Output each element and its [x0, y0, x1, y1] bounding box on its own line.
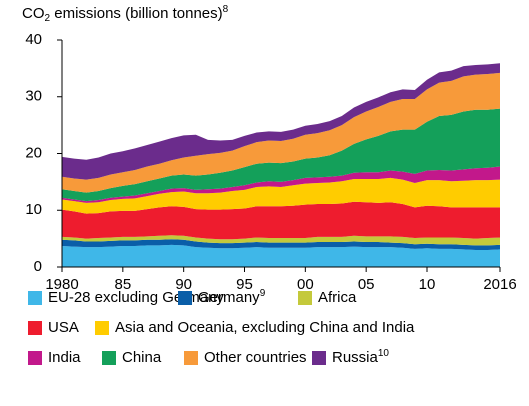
x-tick-label: 00 — [297, 276, 314, 293]
legend-label: Other countries — [204, 349, 307, 366]
area — [62, 244, 500, 267]
x-tick-label: 95 — [236, 276, 253, 293]
legend-name: India — [48, 349, 81, 366]
legend-swatch — [95, 321, 109, 335]
area — [62, 239, 500, 250]
area — [62, 166, 500, 203]
legend-swatch — [178, 291, 192, 305]
legend-sup: 9 — [260, 288, 266, 299]
x-tick-label: 2016 — [483, 276, 516, 293]
legend-name: Asia and Oceania, excluding China and In… — [115, 319, 415, 336]
area — [62, 63, 500, 180]
area — [62, 108, 500, 202]
legend-label: Africa — [318, 289, 357, 306]
x-tick-label: 1980 — [45, 276, 78, 293]
legend-name: China — [122, 349, 162, 366]
y-tick-label: 30 — [25, 88, 42, 105]
x-tick-label: 10 — [419, 276, 436, 293]
label-sup: 8 — [223, 4, 229, 15]
legend-swatch — [28, 351, 42, 365]
label-sub: 2 — [45, 13, 51, 24]
legend-swatch — [28, 321, 42, 335]
legend-label: Asia and Oceania, excluding China and In… — [115, 319, 415, 336]
y-tick-label: 20 — [25, 144, 42, 161]
legend-label: India — [48, 349, 81, 366]
legend-swatch — [28, 291, 42, 305]
area — [62, 72, 500, 193]
y-tick-label: 40 — [25, 31, 42, 48]
legend-name: USA — [48, 319, 79, 336]
legend-swatch — [102, 351, 116, 365]
legend-label: China — [122, 349, 162, 366]
legend-label: USA — [48, 319, 79, 336]
legend-label: Germany9 — [198, 288, 266, 306]
y-tick-label: 0 — [34, 258, 42, 275]
label-part: emissions (billion tonnes) — [50, 5, 223, 22]
area — [62, 201, 500, 240]
x-tick-label: 90 — [175, 276, 192, 293]
legend-swatch — [184, 351, 198, 365]
legend-name: Germany — [198, 289, 260, 306]
legend-label: Russia10 — [332, 348, 389, 366]
legend-name: Russia — [332, 349, 379, 366]
y-axis-label: CO2 emissions (billion tonnes)8 — [22, 4, 229, 24]
area — [62, 177, 500, 214]
x-tick-label: 05 — [358, 276, 375, 293]
x-tick-label: 85 — [114, 276, 131, 293]
area — [62, 235, 500, 246]
legend-sup: 10 — [378, 348, 390, 359]
legend-swatch — [298, 291, 312, 305]
label-part: CO — [22, 5, 45, 22]
y-tick-label: 10 — [25, 201, 42, 218]
legend-swatch — [312, 351, 326, 365]
legend-name: Africa — [318, 289, 357, 306]
legend-name: Other countries — [204, 349, 307, 366]
